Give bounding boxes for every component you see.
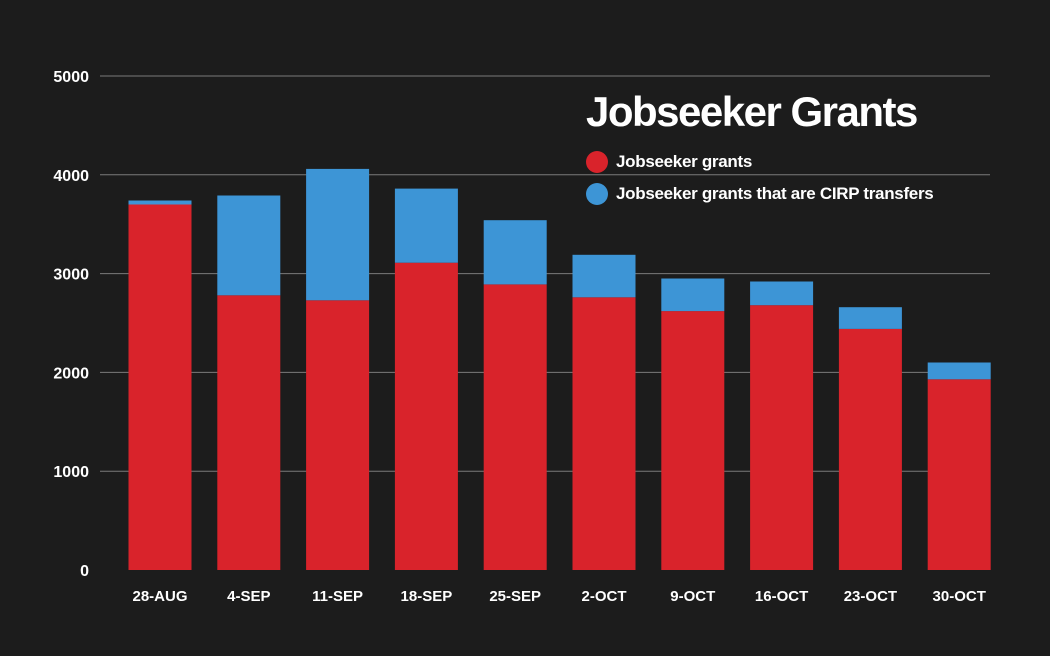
legend-item-cirp-transfers: Jobseeker grants that are CIRP transfers	[586, 178, 934, 210]
bar-jobseeker-grants	[927, 379, 991, 570]
x-axis-tick-labels: 28-AUG 4-SEP 11-SEP 18-SEP 25-SEP 2-OCT 9-OCT 1…	[132, 588, 985, 605]
bar-jobseeker-grants	[128, 204, 192, 570]
legend-label: Jobseeker grants	[616, 152, 752, 171]
x-tick-label: 9-OCT	[670, 588, 715, 605]
x-tick-label: 16-OCT	[755, 588, 808, 605]
bar-cirp-transfers	[483, 220, 547, 285]
y-tick-label: 2000	[53, 365, 89, 382]
bar-cirp-transfers	[838, 307, 902, 329]
legend-swatch-blue	[586, 183, 608, 205]
bar-jobseeker-grants	[394, 262, 458, 570]
bar-jobseeker-grants	[661, 311, 725, 570]
legend-item-jobseeker-grants: Jobseeker grants	[586, 146, 933, 178]
bar-jobseeker-grants	[483, 284, 547, 570]
y-tick-label: 5000	[53, 69, 89, 86]
legend-swatch-red	[586, 151, 608, 173]
bar-cirp-transfers	[217, 195, 281, 296]
bar-jobseeker-grants	[838, 328, 902, 570]
x-tick-label: 30-OCT	[933, 588, 986, 605]
y-tick-label: 3000	[53, 267, 89, 284]
x-tick-label: 18-SEP	[401, 588, 453, 605]
legend-label: Jobseeker grants that are CIRP transfers	[616, 184, 934, 203]
x-tick-label: 23-OCT	[844, 588, 897, 605]
bar-cirp-transfers	[750, 281, 814, 306]
y-axis-tick-labels: 0 1000 2000 3000 4000 5000	[53, 69, 89, 580]
bars	[128, 168, 991, 570]
bar-jobseeker-grants	[750, 305, 814, 570]
bar-cirp-transfers	[306, 168, 370, 301]
x-tick-label: 11-SEP	[312, 588, 363, 605]
x-tick-label: 4-SEP	[227, 588, 270, 605]
x-tick-label: 2-OCT	[582, 588, 627, 605]
x-tick-label: 25-SEP	[489, 588, 541, 605]
bar-cirp-transfers	[927, 362, 991, 380]
y-tick-label: 4000	[53, 168, 89, 185]
bar-cirp-transfers	[661, 278, 725, 312]
bar-jobseeker-grants	[306, 300, 370, 570]
chart-title: Jobseeker Grants	[586, 88, 918, 135]
bar-jobseeker-grants	[572, 297, 636, 570]
bar-cirp-transfers	[128, 200, 192, 205]
y-tick-label: 1000	[53, 464, 89, 481]
title-legend-block: Jobseeker Grants Jobseeker grants Jobsee…	[586, 88, 934, 210]
bar-cirp-transfers	[572, 254, 636, 298]
y-tick-label: 0	[80, 563, 89, 580]
bar-cirp-transfers	[394, 188, 458, 263]
x-tick-label: 28-AUG	[132, 588, 187, 605]
bar-jobseeker-grants	[217, 295, 281, 570]
